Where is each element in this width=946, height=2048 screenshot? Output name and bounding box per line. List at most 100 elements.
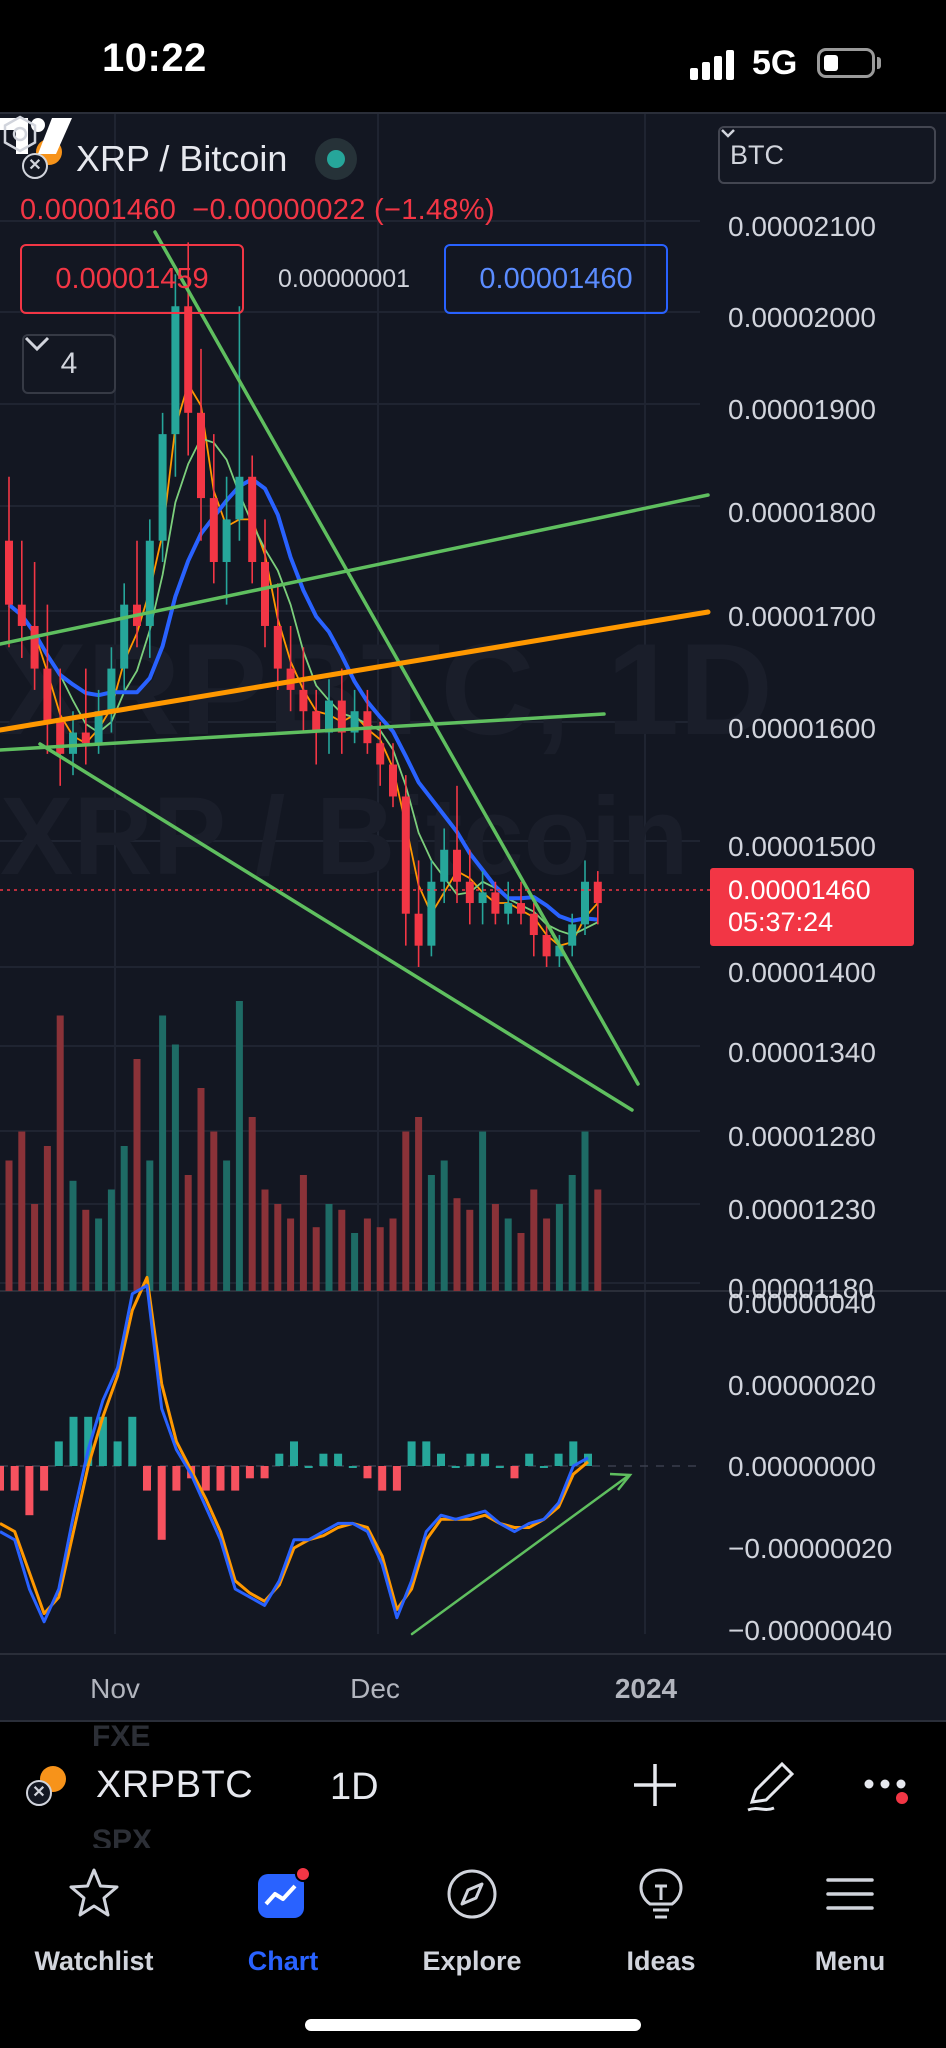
candle-body xyxy=(197,412,205,499)
price-change: −0.00000022 (−1.48%) xyxy=(192,194,495,226)
histogram-bar xyxy=(98,1416,107,1466)
chart-area[interactable]: XRPBTC, 1D XRP / Bitcoin 0.00002100 0.00002… xyxy=(0,112,946,1722)
candle-body xyxy=(94,711,103,744)
histogram-bar xyxy=(290,1441,298,1466)
volume-bar xyxy=(5,1160,13,1291)
tab-menu[interactable]: Menu xyxy=(770,1866,930,1986)
last-price: 0.00001460 xyxy=(20,194,177,226)
candle-body xyxy=(478,892,487,904)
oscillator-scale-label: 0.00000040 xyxy=(728,1288,876,1319)
candle-body xyxy=(299,689,308,712)
histogram-bar xyxy=(392,1466,401,1491)
tab-ideas[interactable]: Ideas xyxy=(581,1866,741,1986)
volume-bar xyxy=(56,1015,64,1291)
candle-body xyxy=(273,625,282,669)
histogram-bar xyxy=(113,1441,122,1466)
candle-body xyxy=(414,913,423,946)
volume-bar xyxy=(351,1233,359,1291)
buy-button[interactable]: 0.00001460 xyxy=(444,244,668,314)
interval-selector[interactable]: 1D xyxy=(330,1766,379,1808)
bar-countdown: 05:37:24 xyxy=(728,907,834,937)
volume-bar xyxy=(159,1015,167,1291)
histogram-bar xyxy=(378,1466,387,1491)
volume-bar xyxy=(133,1059,141,1291)
candle-body xyxy=(312,711,321,733)
symbol-header[interactable]: ✕ XRP / Bitcoin xyxy=(22,136,358,182)
volume-bar xyxy=(120,1146,128,1291)
histogram-bar xyxy=(0,1466,4,1491)
candle-body xyxy=(337,700,346,733)
histogram-bar xyxy=(54,1441,63,1466)
histogram-bar xyxy=(128,1416,137,1466)
histogram-bar xyxy=(510,1466,519,1479)
price-scale-label: 0.00001400 xyxy=(728,957,876,988)
histogram-bar xyxy=(319,1453,328,1466)
symbol-selector[interactable]: ✕ XRPBTC xyxy=(26,1764,253,1807)
candle-body xyxy=(350,711,359,733)
trend-line-upper-channel xyxy=(0,493,710,646)
candle-body xyxy=(120,604,129,669)
histogram-bar xyxy=(348,1466,357,1468)
price-scale-label: 0.00001280 xyxy=(728,1121,876,1152)
volume-bar xyxy=(299,1175,307,1291)
histogram-bar xyxy=(554,1453,563,1466)
volume-bar xyxy=(466,1209,474,1291)
tab-explore[interactable]: Explore xyxy=(392,1866,552,1986)
candle-body xyxy=(261,562,269,626)
tab-label: Menu xyxy=(814,1946,886,1976)
more-icon[interactable] xyxy=(862,1766,912,1806)
signal-line xyxy=(0,1275,589,1616)
drawing-tool-icon[interactable] xyxy=(744,1756,800,1814)
price-scale-label: 0.00001500 xyxy=(728,831,876,862)
volume-bar xyxy=(543,1218,551,1291)
currency-select[interactable]: BTC xyxy=(718,126,936,184)
tab-chart[interactable]: Chart xyxy=(203,1866,363,1986)
price-scale-label: 0.00002000 xyxy=(728,302,876,333)
current-price: 0.00001460 xyxy=(728,875,871,905)
histogram-bar xyxy=(334,1453,343,1466)
indicators-toggle[interactable]: 4 xyxy=(22,334,116,394)
symbol-name[interactable]: XRPBTC xyxy=(96,1764,254,1806)
candle-body xyxy=(209,498,218,563)
symbol-title[interactable]: XRP / Bitcoin xyxy=(76,138,288,179)
sell-button[interactable]: 0.00001459 xyxy=(20,244,244,314)
histogram-bar xyxy=(40,1466,49,1491)
price-scale-label: 0.00002100 xyxy=(728,211,876,242)
histogram-bar xyxy=(157,1466,166,1540)
time-axis-label: Dec xyxy=(350,1673,400,1704)
histogram-bar xyxy=(495,1466,504,1468)
histogram-bar xyxy=(304,1466,313,1468)
ghost-symbol-top: FXE xyxy=(92,1724,151,1753)
candle-body xyxy=(81,732,90,744)
chart-icon xyxy=(258,1866,311,1918)
histogram-bar xyxy=(260,1466,269,1479)
battery-cap xyxy=(877,57,881,69)
volume-bar xyxy=(184,1175,192,1291)
histogram-bar xyxy=(275,1453,284,1466)
histogram-bar xyxy=(481,1453,490,1466)
volume-bar xyxy=(69,1180,77,1291)
histogram-bar xyxy=(569,1441,578,1466)
market-status-icon[interactable] xyxy=(315,138,358,180)
menu-icon xyxy=(826,1878,874,1910)
candle-body xyxy=(376,743,385,765)
volume-bar xyxy=(415,1117,423,1291)
tab-watchlist[interactable]: Watchlist xyxy=(14,1866,174,1986)
volume-bar xyxy=(312,1227,320,1291)
price-scale-label: 0.00001180 xyxy=(728,1273,874,1304)
settings-icon[interactable] xyxy=(0,114,40,154)
bid-ask-panel: 0.00001459 0.00000001 0.00001460 xyxy=(20,244,668,314)
volume-bar xyxy=(248,1117,256,1291)
candle-body xyxy=(542,935,551,957)
add-icon[interactable] xyxy=(630,1760,680,1810)
lightbulb-icon xyxy=(639,1868,683,1919)
candle-body xyxy=(568,924,577,946)
candle-body xyxy=(325,700,333,733)
histogram-bar xyxy=(437,1453,445,1466)
histogram-bar xyxy=(407,1441,416,1466)
price-scale-label: 0.00001600 xyxy=(728,713,876,744)
trend-line-support xyxy=(0,712,606,752)
macd-line xyxy=(0,1284,589,1624)
volume-bar xyxy=(568,1175,576,1291)
